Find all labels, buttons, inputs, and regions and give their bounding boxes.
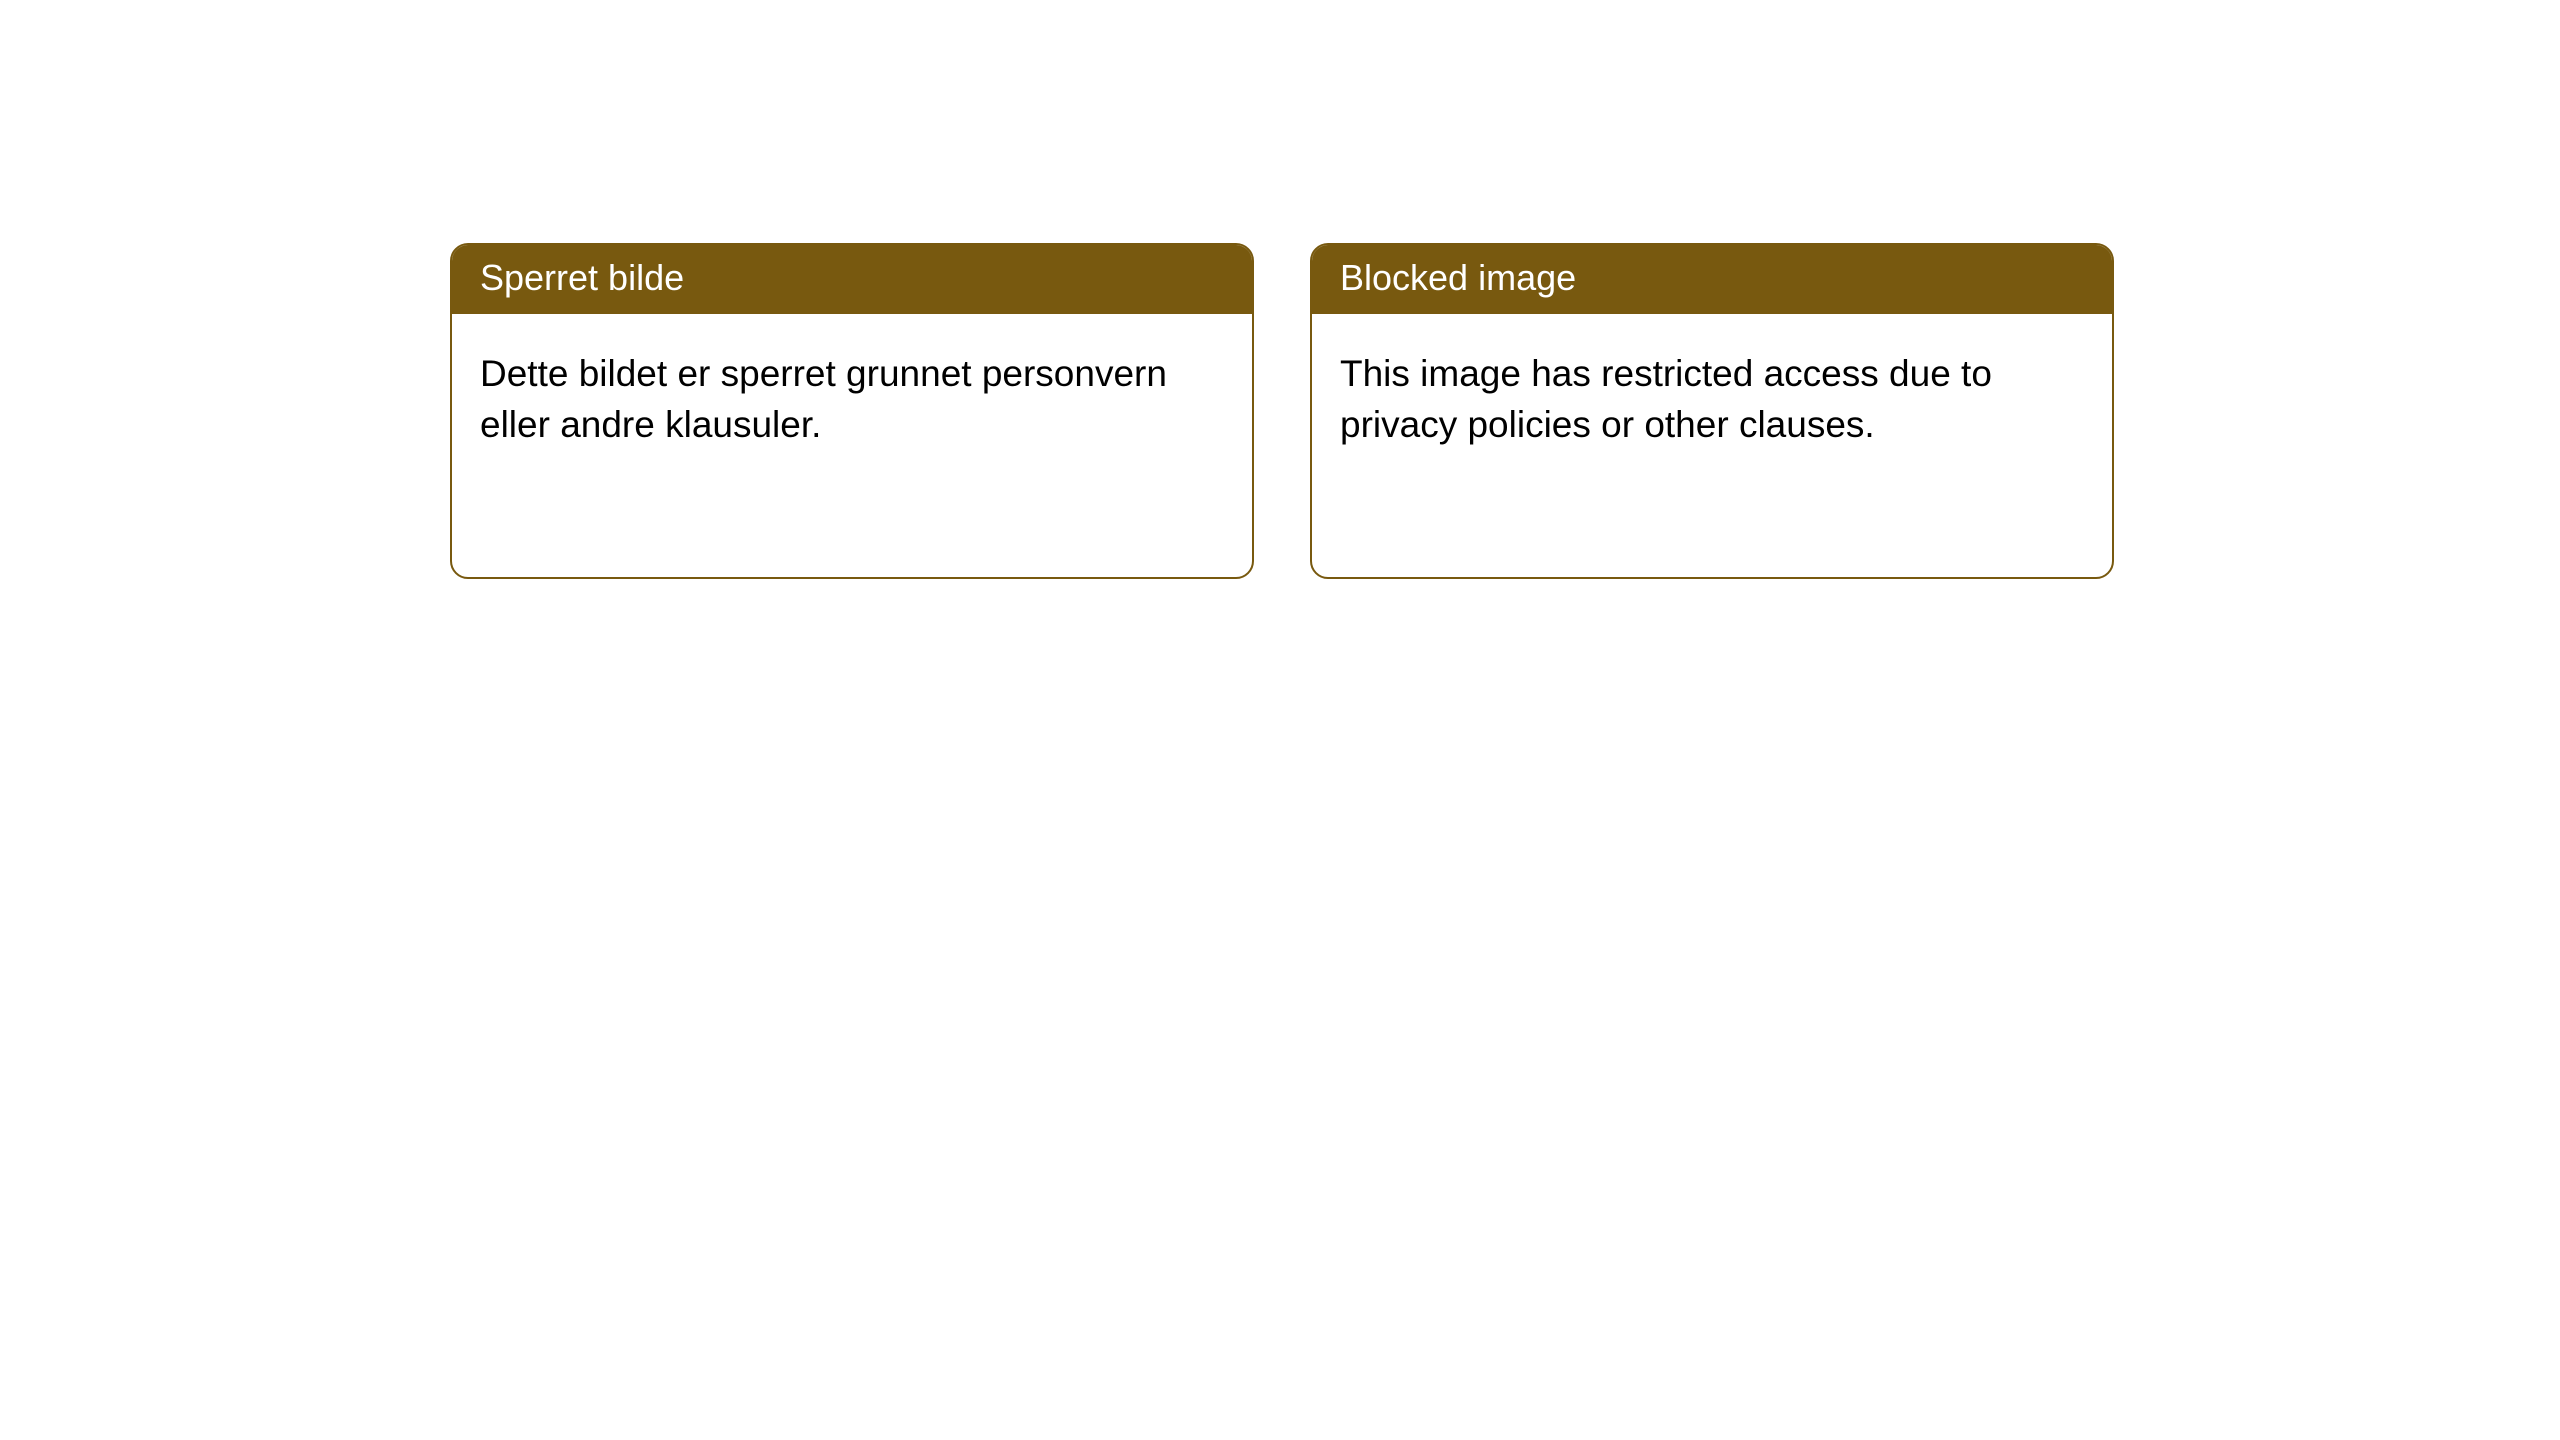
notice-card-english: Blocked image This image has restricted … [1310,243,2114,579]
notice-body-english: This image has restricted access due to … [1312,314,2112,478]
notice-body-norwegian: Dette bildet er sperret grunnet personve… [452,314,1252,478]
notice-header-norwegian: Sperret bilde [452,245,1252,314]
notice-card-norwegian: Sperret bilde Dette bildet er sperret gr… [450,243,1254,579]
notice-container: Sperret bilde Dette bildet er sperret gr… [0,0,2560,579]
notice-header-english: Blocked image [1312,245,2112,314]
